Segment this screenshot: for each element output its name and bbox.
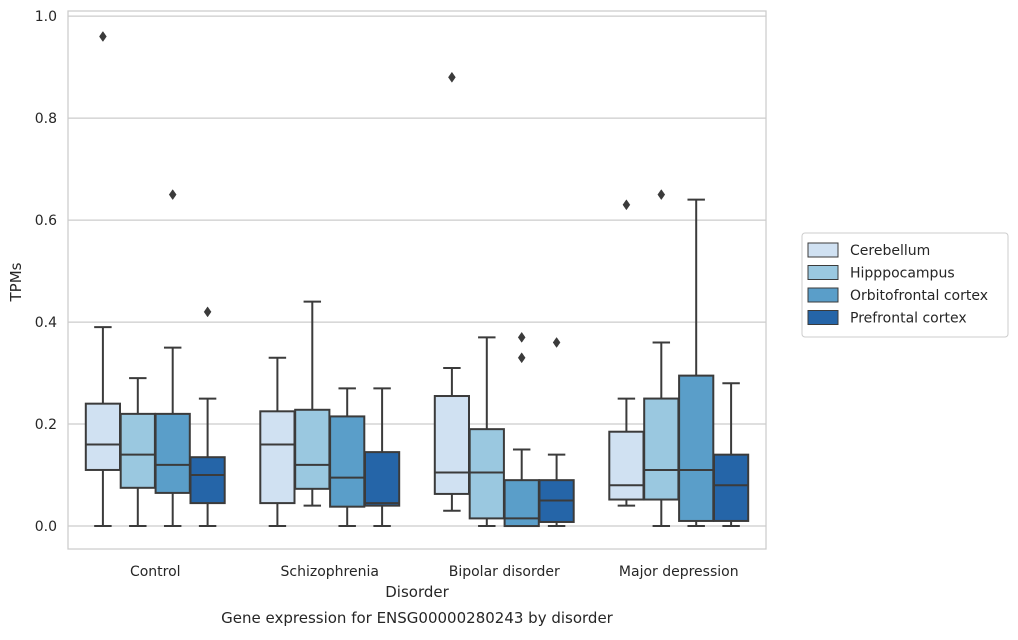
legend-entry-label: Orbitofrontal cortex xyxy=(850,288,988,304)
y-tick-labels: 0.0 0.2 0.4 0.6 0.8 1.0 xyxy=(35,9,57,535)
iqr-box xyxy=(294,408,331,490)
y-tick-label: 1.0 xyxy=(35,9,57,25)
legend-entry-label: Cerebellum xyxy=(850,243,930,259)
iqr-box xyxy=(433,395,471,495)
plot-frame xyxy=(67,10,767,550)
iqr-box xyxy=(259,410,296,505)
iqr-box xyxy=(678,374,715,522)
box-3-4 xyxy=(678,198,715,528)
box-groups xyxy=(84,31,750,528)
y-tick-label: 0.2 xyxy=(35,417,57,433)
legend-entry-label: Hipppocampus xyxy=(850,266,955,282)
box-2-1 xyxy=(119,377,156,528)
box-2-3 xyxy=(468,336,505,528)
legend: Cerebellum Hipppocampus Orbitofrontal cort… xyxy=(801,232,1009,338)
box-4-1 xyxy=(189,306,226,528)
y-tick-label: 0.8 xyxy=(35,111,57,127)
legend-swatch xyxy=(807,242,839,258)
outlier-marker xyxy=(517,352,526,364)
x-tick-label: Schizophrenia xyxy=(281,564,379,580)
chart-caption: Gene expression for ENSG00000280243 by d… xyxy=(221,609,614,627)
iqr-box xyxy=(608,430,645,501)
outlier-marker xyxy=(168,189,177,201)
x-tick-label: Control xyxy=(130,564,181,580)
legend-frame xyxy=(801,232,1009,338)
iqr-box xyxy=(712,453,750,522)
box-1-2 xyxy=(259,356,296,528)
outlier-marker xyxy=(657,189,666,201)
box-1-4 xyxy=(608,199,645,507)
x-tick-label: Bipolar disorder xyxy=(449,564,560,580)
outlier-marker xyxy=(99,31,107,42)
iqr-box xyxy=(643,397,680,501)
box-2-4 xyxy=(643,189,680,528)
box-3-1 xyxy=(154,189,191,528)
outlier-marker xyxy=(448,71,456,83)
iqr-box xyxy=(189,456,226,505)
legend-entry-label: Prefrontal cortex xyxy=(850,311,967,327)
outlier-marker xyxy=(552,337,561,348)
outlier-marker xyxy=(203,306,212,318)
y-tick-label: 0.0 xyxy=(35,519,57,535)
iqr-box xyxy=(363,451,401,507)
x-tick-label: Major depression xyxy=(619,564,739,580)
iqr-box xyxy=(119,412,156,489)
box-2-2 xyxy=(294,300,331,507)
iqr-box xyxy=(468,428,505,520)
box-4-3 xyxy=(538,337,575,528)
y-tick-label: 0.4 xyxy=(35,315,57,331)
outlier-marker xyxy=(517,331,526,343)
y-axis-label: TPMs xyxy=(7,262,25,302)
outlier-marker xyxy=(622,199,631,211)
x-tick-labels: Control Schizophrenia Bipolar disorder Majo… xyxy=(130,564,739,580)
iqr-box xyxy=(154,412,191,494)
iqr-box xyxy=(84,402,122,471)
x-axis-label: Disorder xyxy=(385,583,449,601)
box-1-3 xyxy=(433,71,471,512)
box-3-2 xyxy=(329,387,366,528)
iqr-box xyxy=(329,415,366,508)
box-4-2 xyxy=(363,387,401,528)
legend-swatch xyxy=(807,287,839,303)
legend-swatch xyxy=(807,265,839,280)
y-tick-label: 0.6 xyxy=(35,213,57,229)
box-4-4 xyxy=(712,382,750,528)
legend-swatch xyxy=(807,310,839,325)
